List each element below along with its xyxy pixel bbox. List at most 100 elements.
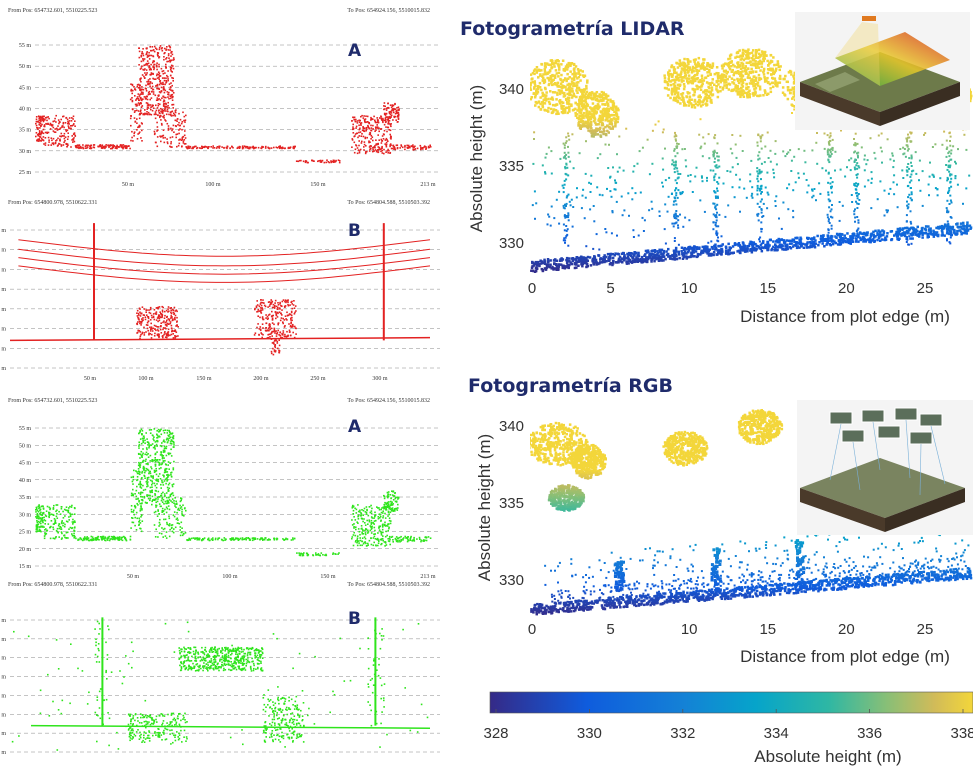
point xyxy=(151,106,153,108)
point xyxy=(158,78,160,80)
point xyxy=(141,515,143,517)
point xyxy=(241,647,243,649)
point xyxy=(358,511,360,513)
point xyxy=(41,130,43,132)
point xyxy=(156,69,158,71)
point xyxy=(164,528,166,530)
point xyxy=(81,147,83,149)
point xyxy=(163,129,165,131)
point xyxy=(426,540,428,542)
point xyxy=(357,541,359,543)
point xyxy=(303,725,305,727)
point xyxy=(355,540,357,542)
point xyxy=(183,647,185,649)
point xyxy=(78,539,80,541)
point xyxy=(132,718,134,720)
point xyxy=(253,538,255,540)
point xyxy=(184,116,186,118)
point xyxy=(143,469,145,471)
point xyxy=(85,147,87,149)
point xyxy=(131,505,133,507)
point xyxy=(149,93,151,95)
point xyxy=(144,477,146,479)
point xyxy=(64,509,66,511)
point xyxy=(174,516,176,518)
point xyxy=(168,98,170,100)
point xyxy=(195,670,197,672)
point xyxy=(138,433,140,435)
point xyxy=(377,119,379,121)
point xyxy=(376,151,378,153)
point xyxy=(244,663,246,665)
point xyxy=(389,507,391,509)
point xyxy=(103,700,105,702)
point xyxy=(192,663,194,665)
point xyxy=(164,137,166,139)
point xyxy=(166,107,168,109)
point xyxy=(159,73,161,75)
point xyxy=(260,332,262,334)
point xyxy=(382,122,384,124)
point xyxy=(151,468,153,470)
point xyxy=(168,468,170,470)
point xyxy=(274,302,276,304)
point xyxy=(145,98,147,100)
point xyxy=(157,321,159,323)
point xyxy=(171,130,173,132)
point xyxy=(214,147,216,149)
point xyxy=(213,656,215,658)
point xyxy=(64,537,66,539)
point xyxy=(296,160,298,162)
point xyxy=(40,713,42,715)
point xyxy=(165,483,167,485)
point xyxy=(45,142,47,144)
point xyxy=(171,713,173,715)
point xyxy=(240,662,242,664)
point xyxy=(277,147,279,149)
point xyxy=(173,469,175,471)
point xyxy=(82,670,84,672)
point xyxy=(167,714,169,716)
point xyxy=(363,115,365,117)
point xyxy=(137,310,139,312)
point xyxy=(68,125,70,127)
point xyxy=(300,725,302,727)
point xyxy=(381,685,383,687)
point xyxy=(381,639,383,641)
point xyxy=(139,482,141,484)
point xyxy=(68,528,70,530)
point xyxy=(389,544,391,546)
point xyxy=(169,319,171,321)
point xyxy=(373,533,375,535)
point xyxy=(389,541,391,543)
point xyxy=(168,92,170,94)
point xyxy=(184,121,186,123)
point xyxy=(376,124,378,126)
point xyxy=(140,494,142,496)
body: From Pos: 654732.601, 5510225.523To Pos:… xyxy=(0,0,973,769)
point xyxy=(393,108,395,110)
point xyxy=(236,669,238,671)
point xyxy=(118,146,120,148)
point xyxy=(148,320,150,322)
point xyxy=(237,647,239,649)
point xyxy=(169,61,171,63)
point xyxy=(332,553,334,555)
point xyxy=(141,140,143,142)
point xyxy=(151,114,153,116)
point xyxy=(176,731,178,733)
point xyxy=(374,674,376,676)
point xyxy=(255,668,257,670)
y-tick-label: 50 m xyxy=(19,64,32,70)
point xyxy=(388,508,390,510)
point xyxy=(180,720,182,722)
point xyxy=(356,512,358,514)
point xyxy=(102,144,104,146)
point xyxy=(68,136,70,138)
point xyxy=(150,68,152,70)
point xyxy=(170,67,172,69)
point xyxy=(128,663,130,665)
point xyxy=(353,510,355,512)
point xyxy=(355,535,357,537)
point xyxy=(371,678,373,680)
